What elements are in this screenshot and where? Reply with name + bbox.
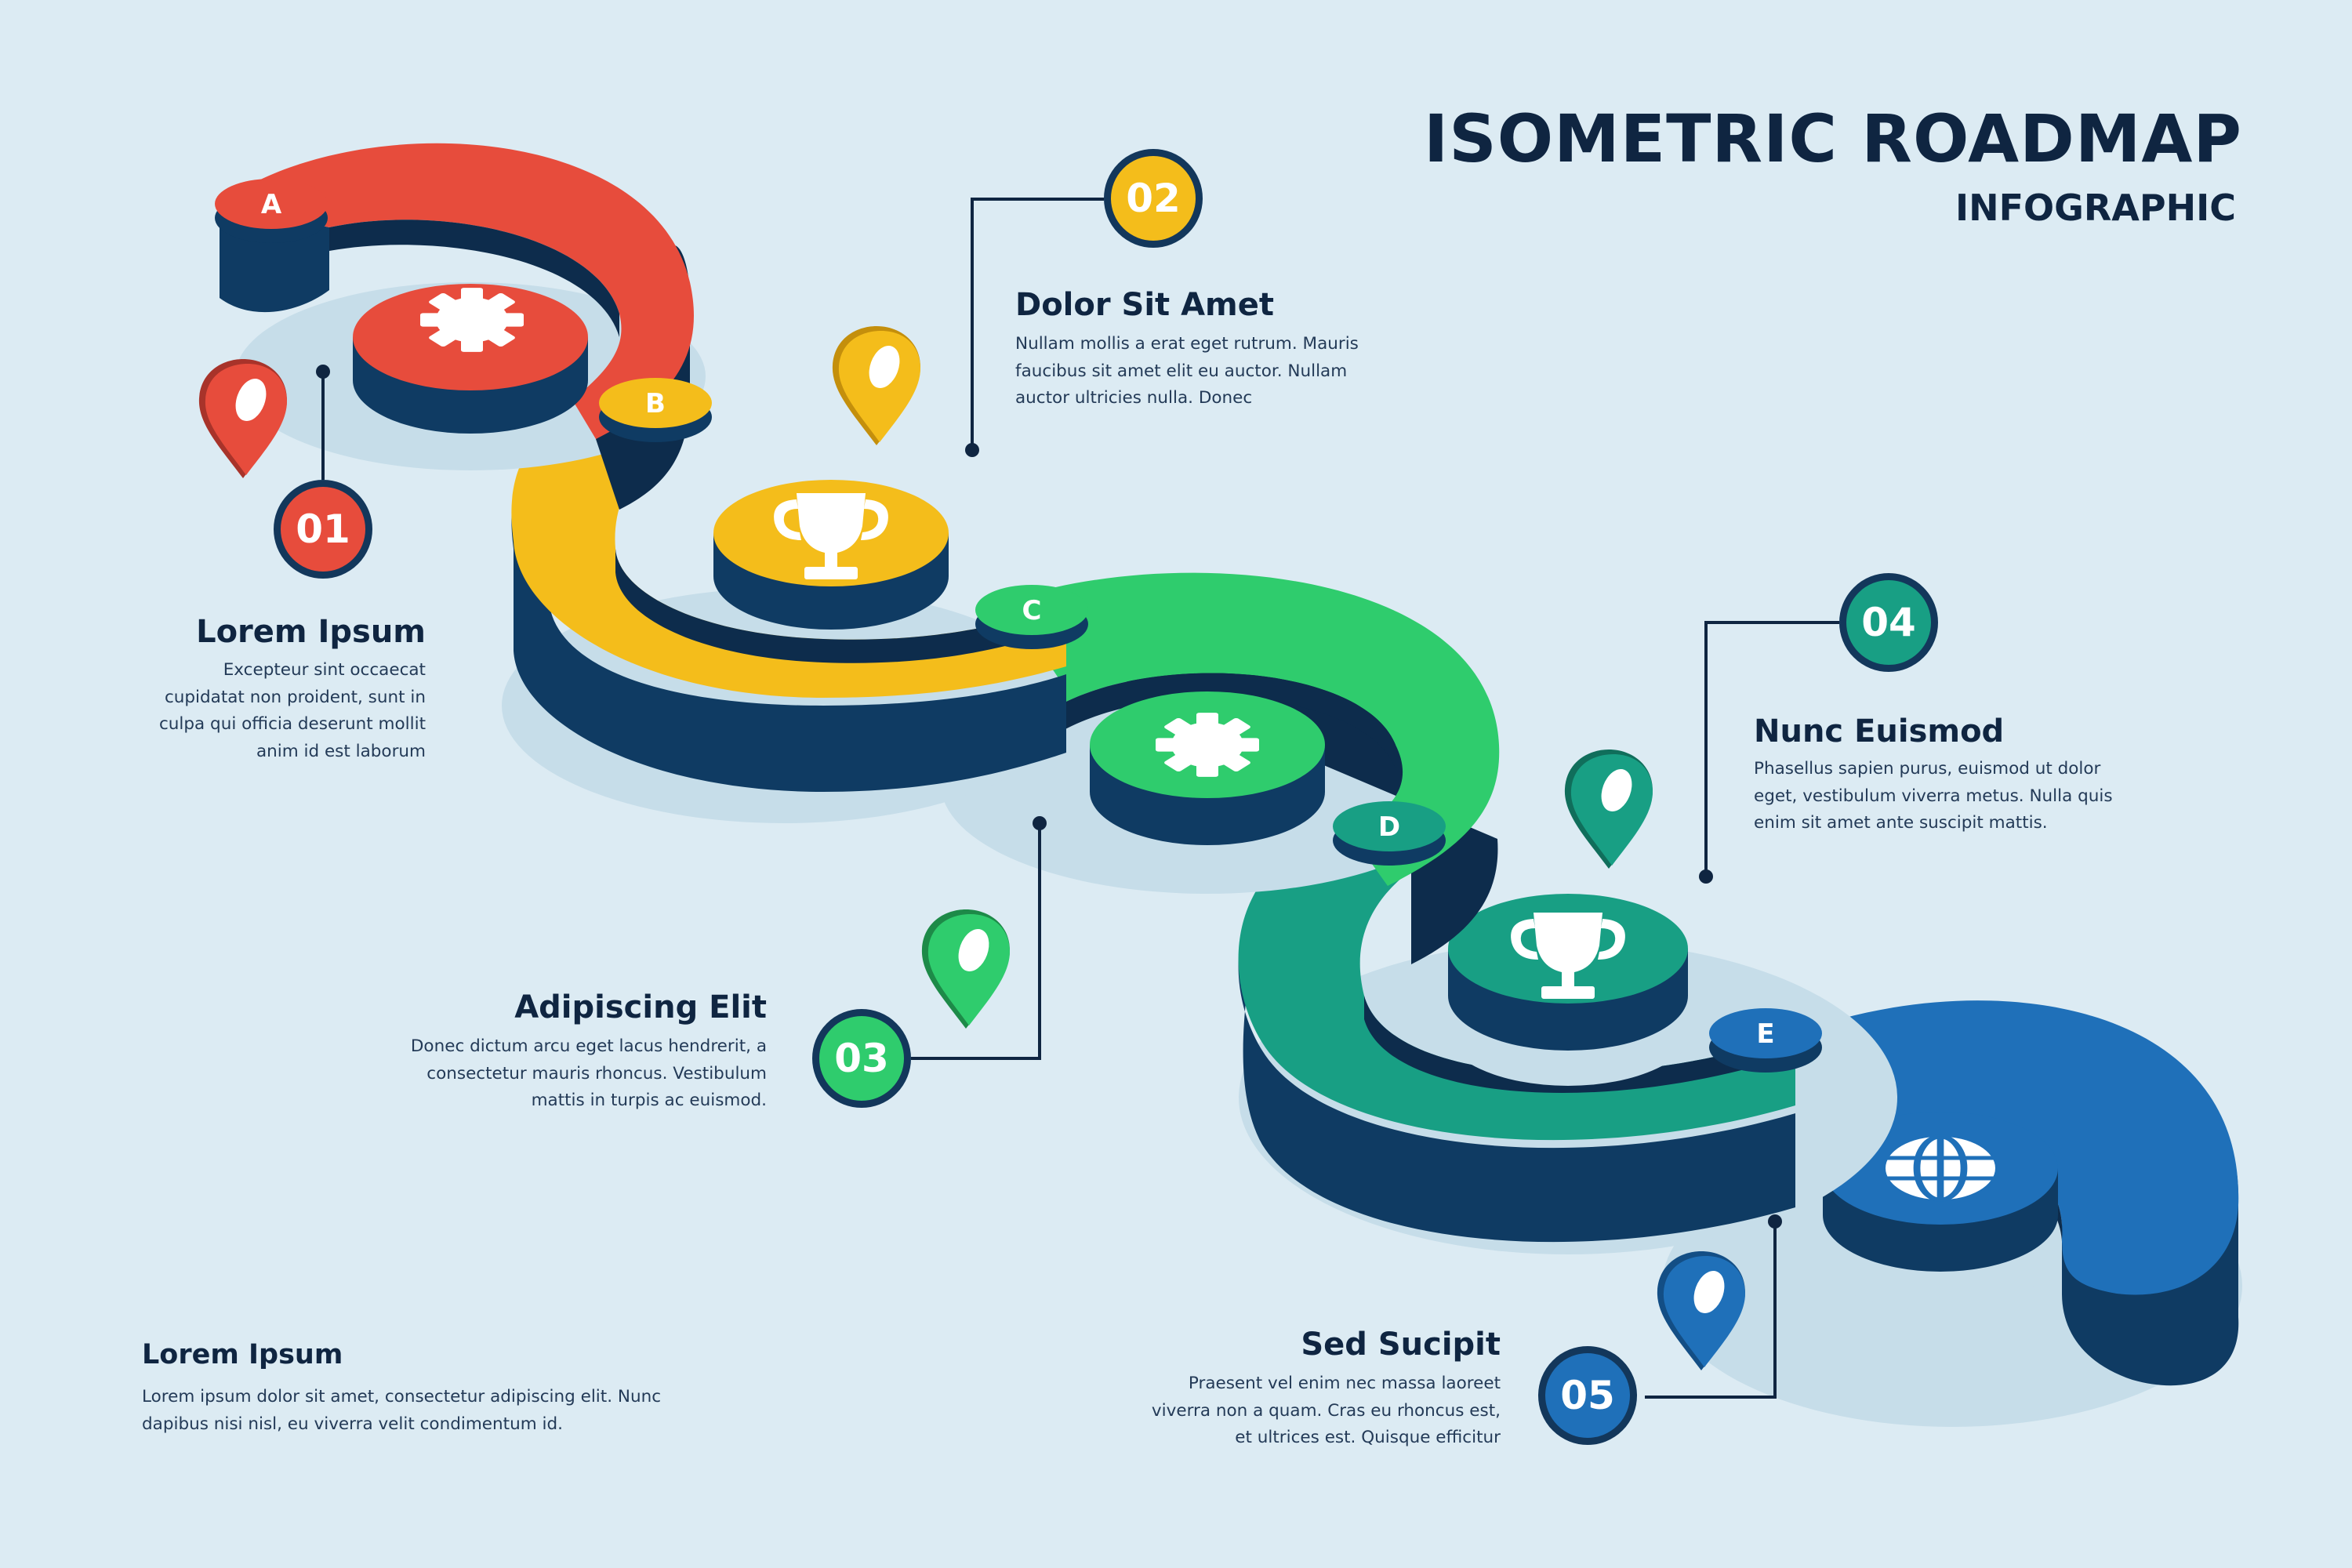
location-pin-icon xyxy=(921,909,1010,1029)
svg-text:B: B xyxy=(645,388,666,419)
footer-text: Lorem ipsum dolor sit amet, consectetur … xyxy=(142,1387,662,1434)
location-pin-icon xyxy=(198,359,287,478)
step-text-03: Donec dictum arcu eget lacus hendrerit, … xyxy=(410,1036,767,1110)
step-badge-02: 02 xyxy=(1104,149,1203,248)
gear-icon xyxy=(420,288,524,352)
letter-disc-e: E xyxy=(1709,1008,1822,1073)
letter-disc-a: A xyxy=(215,179,328,243)
svg-text:C: C xyxy=(1022,595,1042,626)
step-heading-04: Nunc Euismod xyxy=(1754,713,2005,750)
location-pin-icon xyxy=(1657,1251,1745,1370)
svg-text:E: E xyxy=(1756,1018,1774,1050)
step-heading-05: Sed Sucipit xyxy=(1301,1327,1501,1363)
page-title: ISOMETRIC ROADMAP xyxy=(1424,100,2242,177)
step-text-04: Phasellus sapien purus, euismod ut dolor… xyxy=(1754,759,2113,833)
step-heading-01: Lorem Ipsum xyxy=(196,614,426,650)
step-badge-05: 05 xyxy=(1538,1346,1637,1445)
letter-disc-d: D xyxy=(1333,801,1446,866)
step-text-01: Excepteur sint occaecat cupidatat non pr… xyxy=(158,660,426,761)
segment-c xyxy=(941,572,1500,964)
gear-icon xyxy=(1156,713,1259,777)
segment-d xyxy=(1238,831,1897,1254)
step-text-02: Nullam mollis a erat eget rutrum. Mauris… xyxy=(1015,334,1359,408)
globe-icon xyxy=(1886,1137,1995,1200)
step-text-05: Praesent vel enim nec massa laoreet vive… xyxy=(1151,1374,1501,1447)
step-badge-03: 03 xyxy=(812,1009,911,1108)
letter-disc-b: B xyxy=(599,378,712,442)
letter-disc-c: C xyxy=(975,585,1088,649)
step-badge-01: 01 xyxy=(274,480,372,579)
page-subtitle: INFOGRAPHIC xyxy=(1955,187,2236,229)
location-pin-icon xyxy=(1564,750,1653,869)
step-heading-03: Adipiscing Elit xyxy=(514,989,767,1025)
location-pin-icon xyxy=(832,326,920,445)
connector-lines xyxy=(321,198,1839,1399)
step-badge-04: 04 xyxy=(1839,573,1938,672)
step-heading-02: Dolor Sit Amet xyxy=(1015,287,1274,323)
connector-dots xyxy=(316,365,1782,1229)
svg-text:D: D xyxy=(1378,811,1400,843)
footer-heading: Lorem Ipsum xyxy=(142,1339,343,1370)
svg-text:A: A xyxy=(261,189,282,220)
